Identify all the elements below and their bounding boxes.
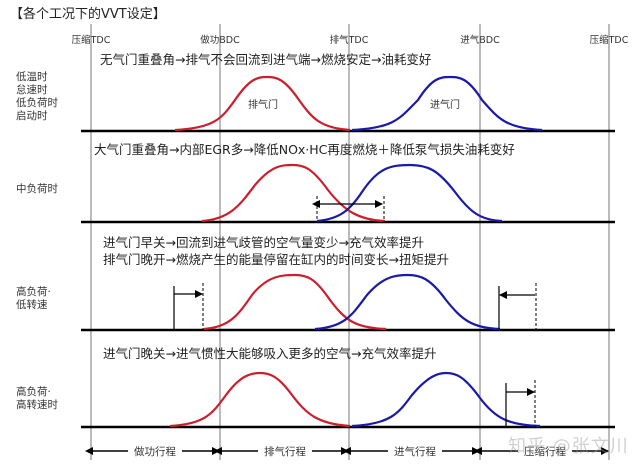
row-label-line: 低转速 xyxy=(16,299,48,311)
row2-curves xyxy=(201,163,503,223)
row-label-line: 高转速时 xyxy=(16,399,58,411)
row-baselines xyxy=(81,129,615,429)
row3-curves xyxy=(173,273,537,331)
row3-headline-1: 进气门早关→回流到进气歧管的空气量变少→充气效率提升 xyxy=(103,235,424,250)
diagram-title: 【各个工况下的VVT设定】 xyxy=(10,7,166,22)
row-label-line: 低温时 xyxy=(16,71,48,83)
stroke-label-power: 做功行程 xyxy=(128,444,182,459)
row2-headline: 大气门重叠角→内部EGR多→降低NOx·HC再度燃烧＋降低泵气损失油耗变好 xyxy=(94,142,515,157)
row-label-line: 怠速时 xyxy=(16,84,48,96)
row-label-line: 高负荷· xyxy=(16,286,51,298)
row-label-line: 启动时 xyxy=(16,110,48,122)
stroke-label-compression: 压缩行程 xyxy=(518,444,572,459)
row-label-line: 低负荷时 xyxy=(16,97,58,109)
row4-curves xyxy=(169,371,541,428)
row-label-high-load-low-speed: 高负荷· 低转速 xyxy=(16,286,51,312)
row3-headline-2: 排气门晚开→燃烧产生的能量停留在缸内的时间变长→扭矩提升 xyxy=(103,252,449,267)
stroke-label-exhaust: 排气行程 xyxy=(258,444,312,459)
watermark: 知乎 @张文川 xyxy=(508,436,629,457)
row-label-line: 中负荷时 xyxy=(16,183,58,195)
exhaust-valve-label: 排气门 xyxy=(248,100,278,111)
row1-curves xyxy=(174,75,543,132)
intake-valve-label: 进气门 xyxy=(430,100,460,111)
stroke-label-intake: 进气行程 xyxy=(388,444,442,459)
row1-headline: 无气门重叠角→排气不会回流到进气端→燃烧安定→油耗变好 xyxy=(100,52,432,67)
row-label-mid-load: 中负荷时 xyxy=(16,183,58,196)
row-label-high-load-high-speed: 高负荷· 高转速时 xyxy=(16,386,58,412)
row4-headline: 进气门晚关→进气惯性大能够吸入更多的空气→充气效率提升 xyxy=(103,346,437,361)
row-label-low-load: 低温时 怠速时 低负荷时 启动时 xyxy=(16,71,58,123)
row-label-line: 高负荷· xyxy=(16,386,51,398)
